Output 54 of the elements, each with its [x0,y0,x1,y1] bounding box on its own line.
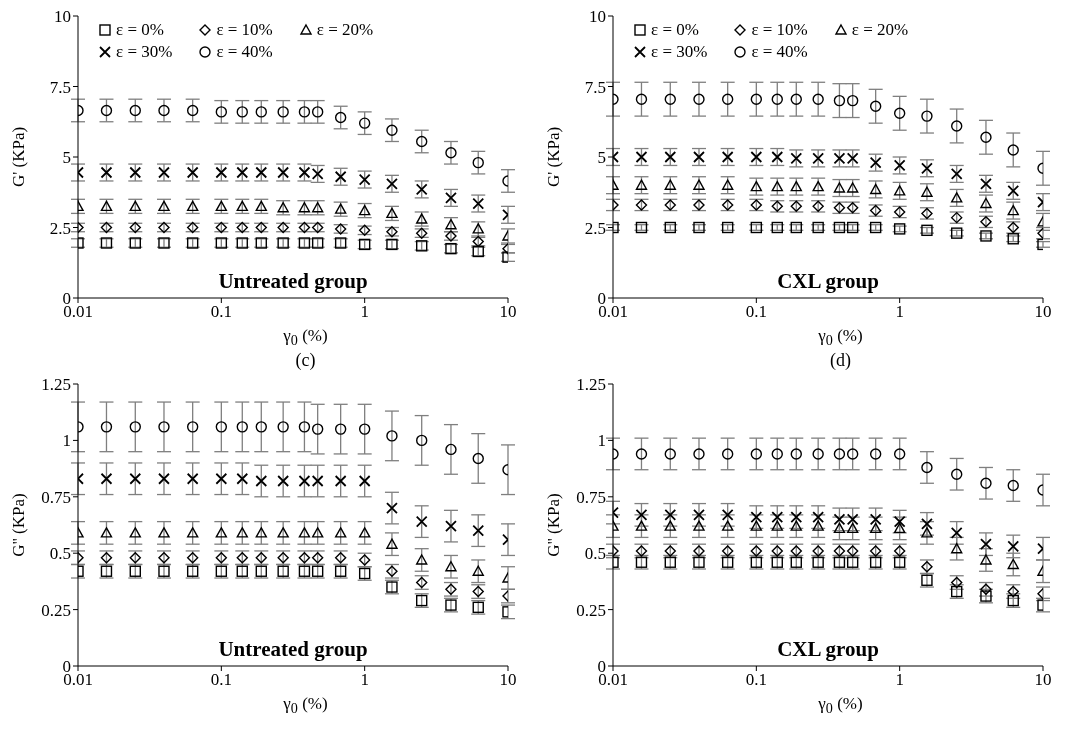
y-tick-label: 1 [597,431,606,451]
legend-label: ε = 30% [116,42,173,62]
x-axis-title: γ$_{0}$ (%) [282,326,329,350]
legend-label: ε = 40% [751,42,808,62]
annotation: Untreated group [217,269,369,294]
y-tick-label: 10 [54,7,71,27]
y-tick-label: 0.5 [49,544,71,564]
y-tick-label: 0.5 [584,544,606,564]
x-tick-label: 0.1 [745,302,767,322]
y-tick-label: 0.25 [41,600,71,620]
y-tick-label: 7.5 [49,77,71,97]
y-tick-label: 1.25 [41,375,71,395]
y-tick-label: 2.5 [49,218,71,238]
x-axis-title: γ$_{0}$ (%) [282,694,329,718]
y-tick-label: 2.5 [584,218,606,238]
x-tick-label: 1 [895,670,904,690]
y-axis-title: G'' (KPa) [9,493,29,557]
legend-label: ε = 0% [651,20,699,40]
chart-title: (c) [294,350,317,372]
y-tick-label: 0.25 [576,600,606,620]
y-tick-label: 1 [62,431,71,451]
x-tick-label: 10 [499,302,517,322]
x-axis-title: γ$_{0}$ (%) [817,694,864,718]
legend-label: ε = 20% [851,20,909,40]
annotation: Untreated group [217,637,369,662]
legend-label: ε = 30% [651,42,708,62]
x-tick-label: 10 [1034,302,1052,322]
x-axis-title: γ$_{0}$ (%) [817,326,864,350]
y-axis-title: G'' (KPa) [544,493,564,557]
y-tick-label: 10 [589,7,606,27]
y-tick-label: 7.5 [584,77,606,97]
legend-label: ε = 10% [216,20,273,40]
x-tick-label: 10 [499,670,517,690]
legend-label: ε = 40% [216,42,273,62]
y-axis-title: G' (KPa) [9,126,29,188]
y-tick-label: 5 [62,148,71,168]
x-tick-label: 0.1 [210,302,232,322]
annotation: CXL group [776,269,880,294]
y-tick-label: 5 [597,148,606,168]
chart-title: (d) [829,350,852,372]
x-tick-label: 10 [1034,670,1052,690]
x-tick-label: 0.1 [210,670,232,690]
y-axis-title: G' (KPa) [544,126,564,188]
legend-label: ε = 10% [751,20,808,40]
x-tick-label: 1 [360,670,369,690]
y-tick-label: 0.75 [576,487,606,507]
y-tick-label: 0.75 [41,487,71,507]
x-tick-label: 0.1 [745,670,767,690]
x-tick-label: 1 [360,302,369,322]
legend-label: ε = 20% [316,20,374,40]
y-tick-label: 1.25 [576,375,606,395]
annotation: CXL group [776,637,880,662]
legend-label: ε = 0% [116,20,164,40]
x-tick-label: 1 [895,302,904,322]
